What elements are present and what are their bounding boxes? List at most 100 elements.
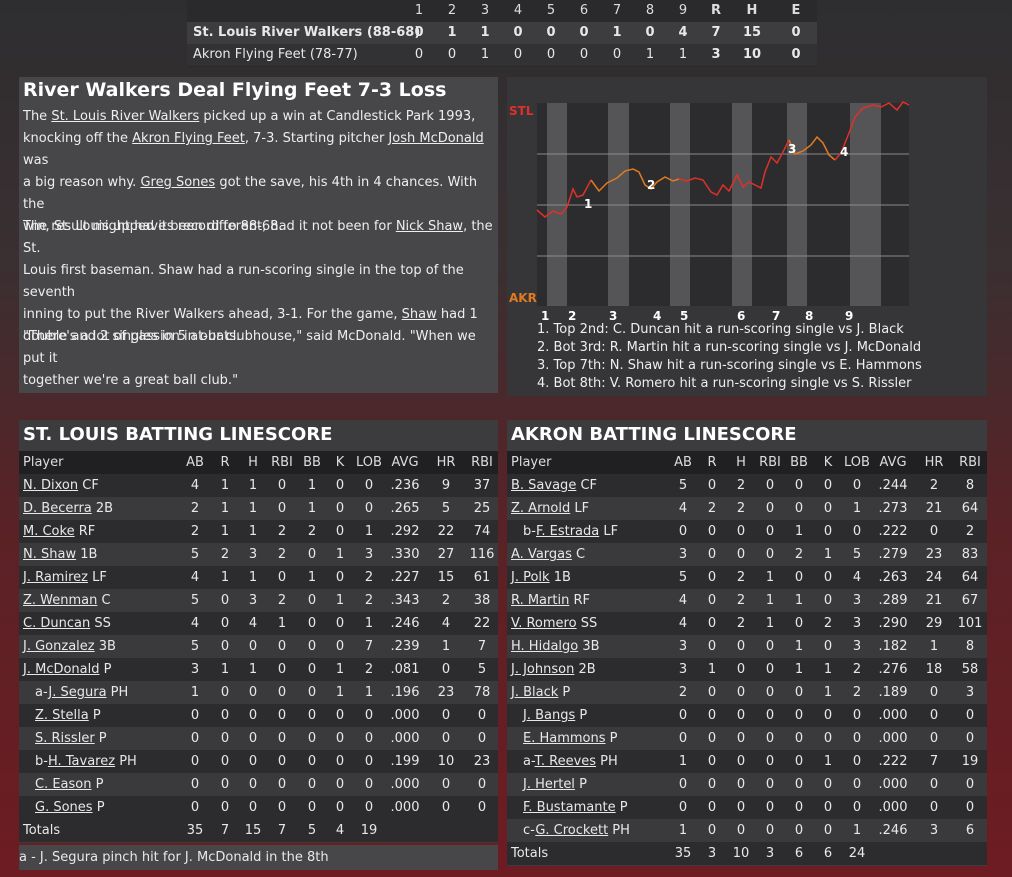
player-link[interactable]: E. Hammons <box>523 731 606 746</box>
player-link[interactable]: R. Martin <box>511 593 570 608</box>
team-link-akr[interactable]: Akron Flying Feet <box>132 131 245 146</box>
stat-cell: 1 <box>335 662 345 677</box>
player-link[interactable]: C. Duncan <box>23 616 91 631</box>
player-link[interactable]: J. Ramirez <box>23 570 88 585</box>
player-link[interactable]: D. Becerra <box>23 501 92 516</box>
player-link[interactable]: F. Estrada <box>535 524 600 539</box>
stat-cell: .000 <box>390 731 420 746</box>
linescore-row-stl: St. Louis River Walkers (88-68) 0 1 1 0 0 0 1 0… <box>187 22 817 44</box>
player-link[interactable]: J. Johnson <box>511 662 575 677</box>
player-link[interactable]: F. Bustamante <box>523 800 616 815</box>
table-row: G. Sones P 0 0 0 0 0 0 0 .000 0 0 <box>19 796 498 819</box>
linescore-cell: 0 <box>447 47 457 62</box>
stat-cell: 9 <box>441 478 451 493</box>
player-link[interactable]: Z. Stella <box>35 708 89 723</box>
pinch-hit-note: a - J. Segura pinch hit for J. McDonald … <box>19 845 498 870</box>
player-link[interactable]: V. Romero <box>511 616 577 631</box>
stat-cell: 1 <box>794 593 804 608</box>
stat-cell: 0 <box>277 639 287 654</box>
stat-cell: 2 <box>736 593 746 608</box>
stat-cell: 0 <box>220 708 230 723</box>
linescore-cell: 0 <box>513 25 523 40</box>
player-link[interactable]: B. Savage <box>511 478 577 493</box>
player-link[interactable]: G. Crockett <box>535 823 609 838</box>
player-link[interactable]: J. Bangs <box>523 708 576 723</box>
stat-cell: 0 <box>929 708 939 723</box>
col-header: RBI <box>271 455 293 470</box>
stat-cell: 1 <box>794 524 804 539</box>
player-link[interactable]: J. Segura <box>48 685 107 700</box>
table-row: c-G. Crockett PH 1 0 0 0 0 0 1 .246 3 6 <box>507 819 987 842</box>
player-position: 1B <box>76 547 98 562</box>
stat-cell: 5 <box>441 501 451 516</box>
stat-cell: 0 <box>277 708 287 723</box>
linescore-cell: 0 <box>546 47 556 62</box>
stat-cell: 1 <box>190 685 200 700</box>
stat-cell: 19 <box>961 754 979 769</box>
stat-cell: 0 <box>335 639 345 654</box>
stat-cell: 2 <box>736 570 746 585</box>
stat-cell: .227 <box>390 570 420 585</box>
col-header: BB <box>303 455 321 470</box>
player-position: LF <box>87 570 107 585</box>
col-header: AB <box>674 455 692 470</box>
col-header: LOB <box>844 455 870 470</box>
player-link[interactable]: J. Polk <box>511 570 550 585</box>
stat-cell: 5 <box>477 662 487 677</box>
player-link[interactable]: J. McDonald <box>23 662 100 677</box>
stat-cell: 0 <box>335 524 345 539</box>
player-link-sones[interactable]: Greg Sones <box>140 175 216 190</box>
player-link[interactable]: J. Black <box>511 685 559 700</box>
player-link-mcdonald[interactable]: Josh McDonald <box>388 131 484 146</box>
player-link[interactable]: J. Gonzalez <box>23 639 95 654</box>
stat-cell: 0 <box>248 708 258 723</box>
linescore-cell: 7 <box>711 25 721 40</box>
stat-cell: 0 <box>852 731 862 746</box>
player-link[interactable]: C. Eason <box>35 777 92 792</box>
stat-cell: 0 <box>823 800 833 815</box>
stat-cell: 1 <box>823 685 833 700</box>
stat-cell: .276 <box>878 662 908 677</box>
stat-cell: 0 <box>190 800 200 815</box>
stat-cell: 2 <box>678 685 688 700</box>
player-link[interactable]: T. Reeves <box>534 754 597 769</box>
player-link[interactable]: H. Tavarez <box>47 754 116 769</box>
linescore-cell: 1 <box>645 47 655 62</box>
stat-cell: 2 <box>929 478 939 493</box>
stat-cell: 1 <box>248 570 258 585</box>
recap-paragraph-1: The St. Louis River Walkers picked up a … <box>23 109 484 234</box>
player-link[interactable]: N. Dixon <box>23 478 79 493</box>
stat-cell: 0 <box>707 570 717 585</box>
totals-label: Totals <box>511 846 549 861</box>
player-link-shaw-2[interactable]: Shaw <box>401 307 437 322</box>
stat-cell: 1 <box>823 754 833 769</box>
col-header: AB <box>186 455 204 470</box>
stat-cell: 0 <box>277 754 287 769</box>
stat-cell: 0 <box>707 616 717 631</box>
player-link[interactable]: A. Vargas <box>511 547 572 562</box>
player-link-shaw[interactable]: Nick Shaw <box>395 219 464 234</box>
stat-cell: 4 <box>190 478 200 493</box>
linescore-col-header: 7 <box>612 3 622 18</box>
player-link[interactable]: M. Coke <box>23 524 75 539</box>
player-cell: Z. Wenman C <box>23 589 111 612</box>
stat-cell: 0 <box>794 478 804 493</box>
team-link-stl[interactable]: St. Louis River Walkers <box>51 109 200 124</box>
stat-cell: 1 <box>678 754 688 769</box>
player-link[interactable]: Z. Arnold <box>511 501 571 516</box>
stat-cell: 1 <box>248 662 258 677</box>
table-header-row: Player AB R H RBI BB K LOB AVG HR RBI <box>507 451 987 474</box>
stat-cell: .239 <box>390 639 420 654</box>
chart-bottom-label: AKR <box>509 291 537 305</box>
stat-cell: 0 <box>364 800 374 815</box>
player-link[interactable]: Z. Wenman <box>23 593 98 608</box>
player-link[interactable]: J. Hertel <box>523 777 575 792</box>
player-link[interactable]: H. Hidalgo <box>511 639 579 654</box>
player-link[interactable]: S. Rissler <box>35 731 95 746</box>
table-row: a-J. Segura PH 1 0 0 0 0 1 1 .196 23 78 <box>19 681 498 704</box>
player-link[interactable]: G. Sones <box>35 800 93 815</box>
stat-cell: .236 <box>390 478 420 493</box>
total-cell: 10 <box>732 846 750 861</box>
player-position: 2B <box>574 662 596 677</box>
player-link[interactable]: N. Shaw <box>23 547 77 562</box>
